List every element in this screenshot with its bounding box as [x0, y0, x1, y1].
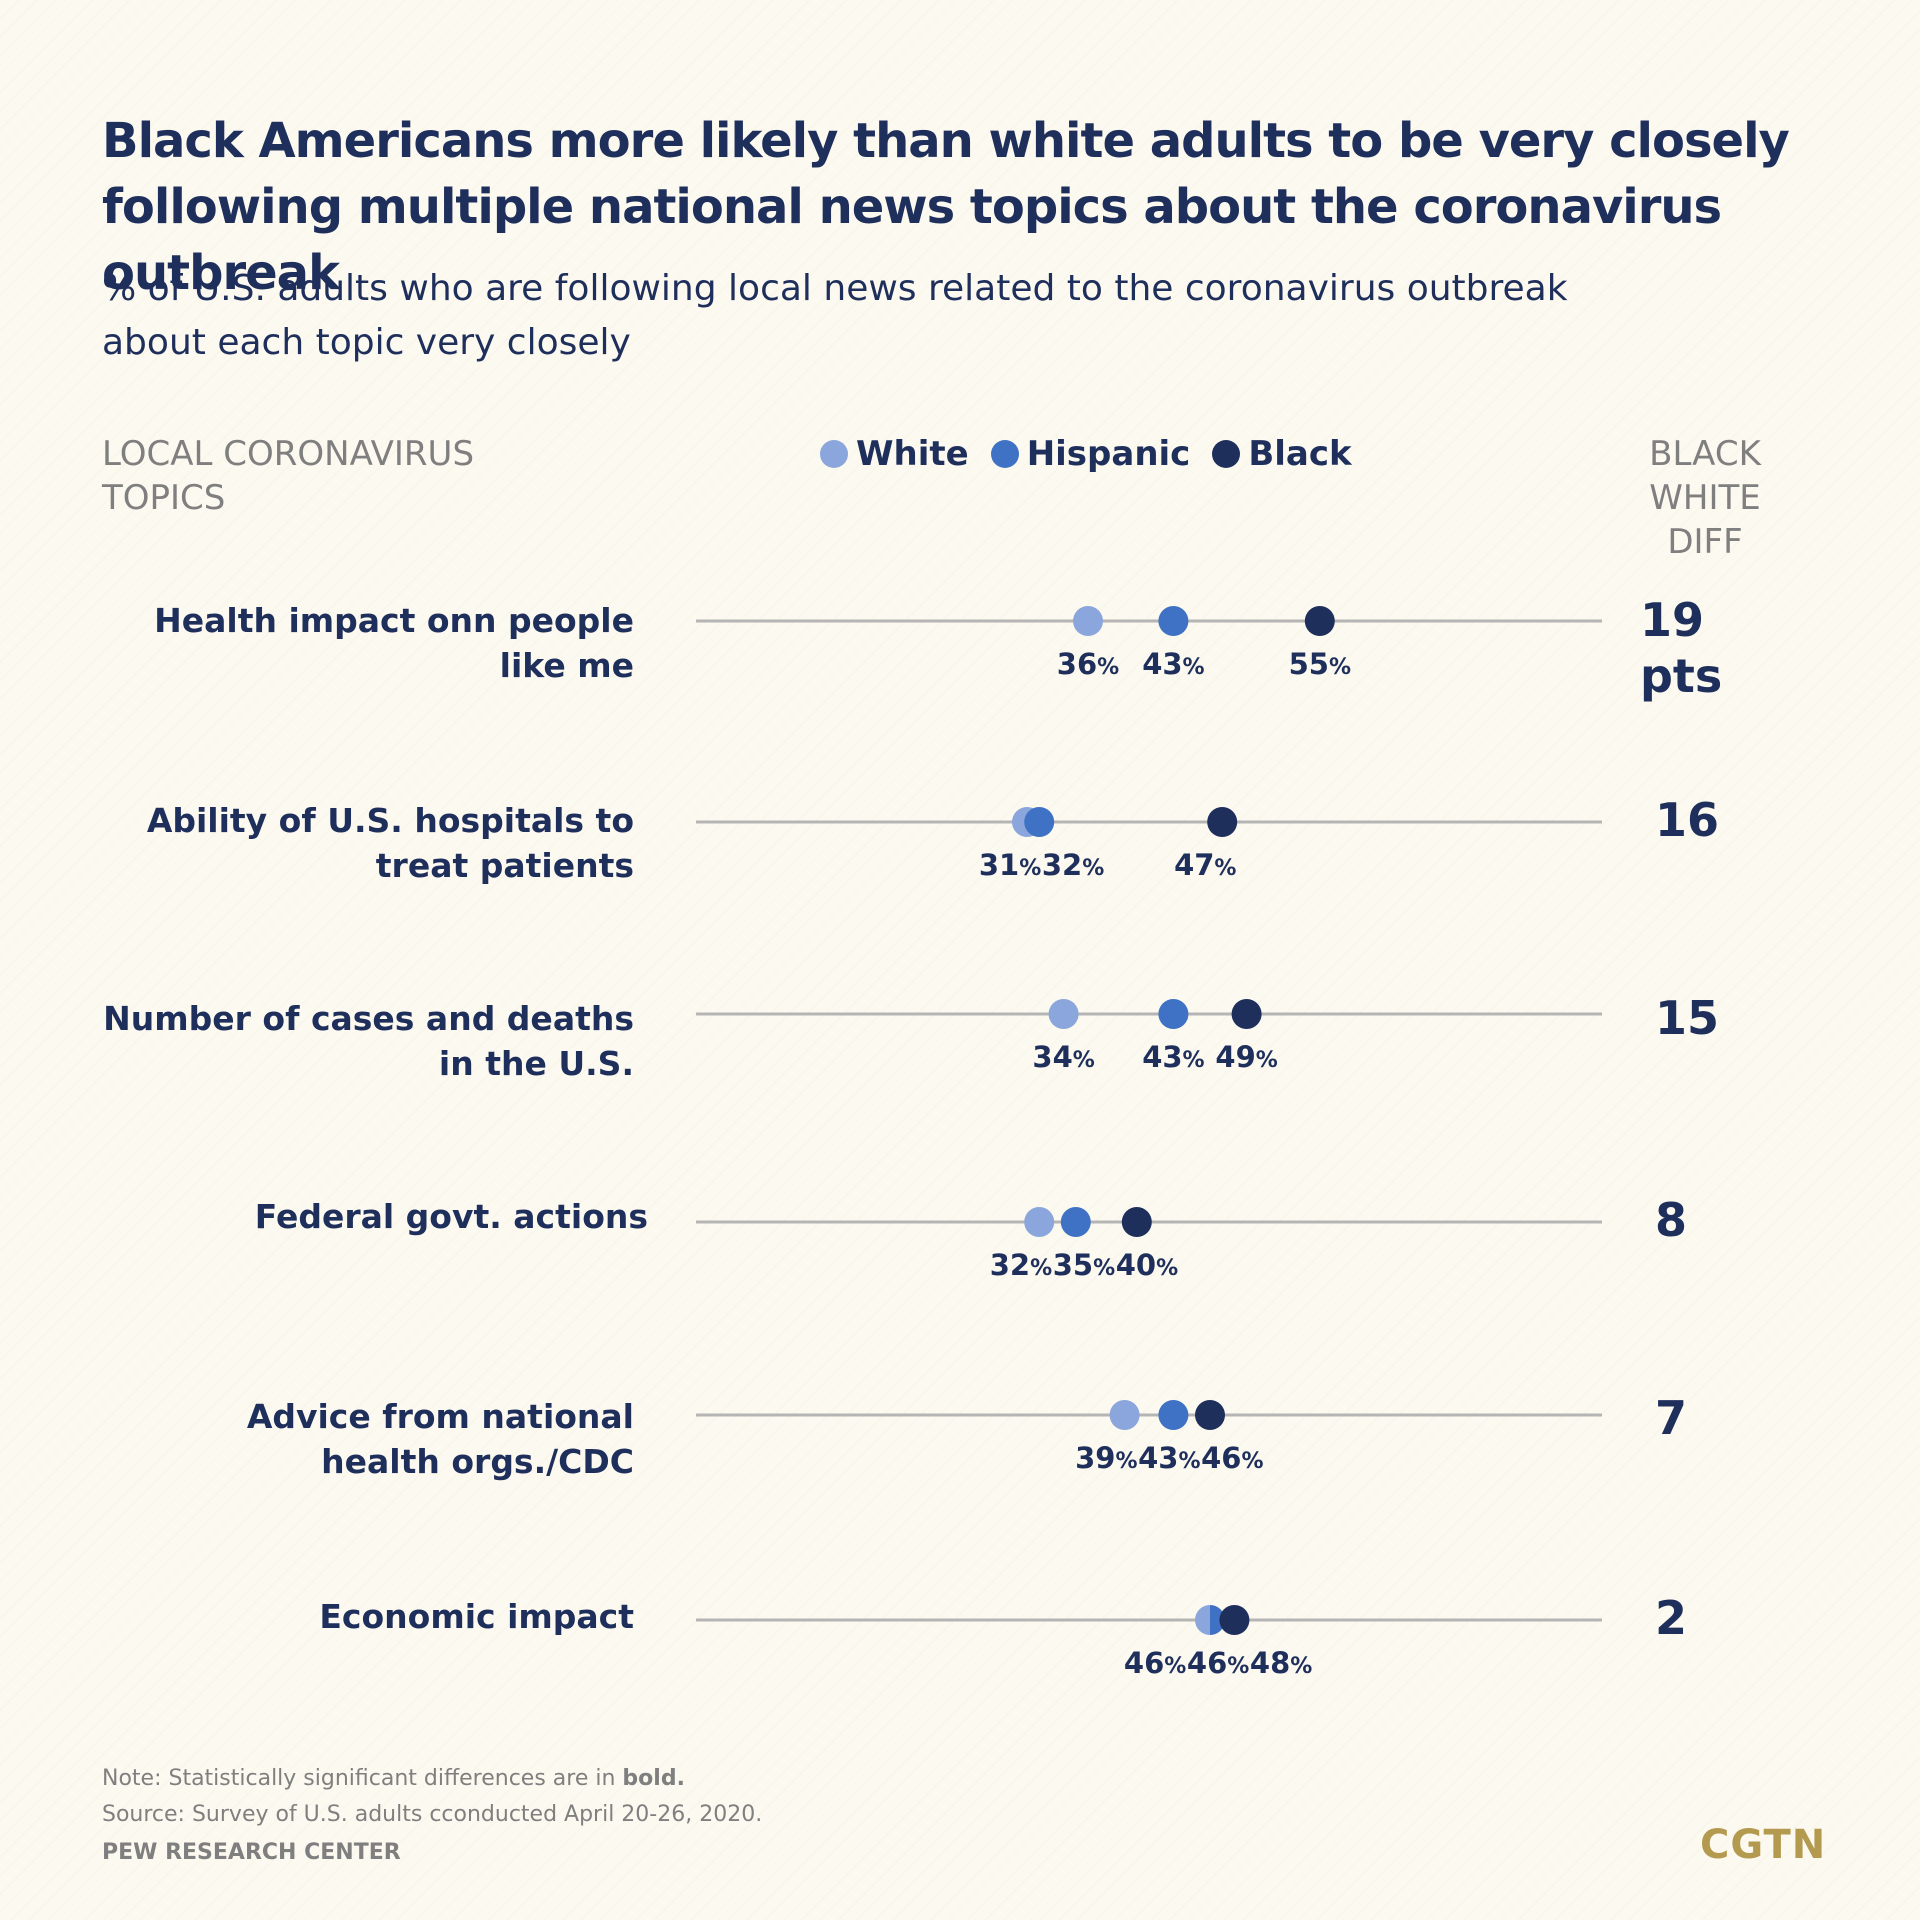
footer-org: PEW RESEARCH CENTER — [102, 1840, 401, 1865]
legend-item-hispanic: Hispanic — [990, 434, 1191, 474]
dot-hispanic — [1210, 1605, 1225, 1635]
dot-hispanic — [1060, 1207, 1091, 1237]
dot-hispanic — [1158, 606, 1189, 636]
dot-black — [1207, 807, 1238, 837]
diff-value: 7 — [1655, 1391, 1688, 1445]
legend-label-hispanic: Hispanic — [1026, 434, 1191, 474]
value-label-black: 47% — [1174, 848, 1236, 882]
value-label-hispanic: 43% — [1142, 1040, 1204, 1074]
diff-value: 8 — [1655, 1193, 1688, 1247]
legend-swatch-black — [1212, 440, 1241, 468]
right-column-header: BLACK WHITE DIFF — [1649, 434, 1761, 562]
value-label-white: 34% — [1032, 1040, 1094, 1074]
dot-white — [1048, 999, 1079, 1029]
row-label-health-impact: Health impact onn people like me — [102, 598, 634, 688]
legend: White Hispanic Black — [820, 432, 1352, 476]
legend-swatch-hispanic — [990, 440, 1019, 468]
legend-label-white: White — [856, 434, 969, 474]
dot-hispanic — [1158, 1400, 1189, 1430]
row-label-line: like me — [499, 646, 634, 685]
value-label-black: 48% — [1250, 1646, 1312, 1680]
chart-title: Black Americans more likely than white a… — [102, 113, 1790, 301]
dot-white — [1024, 1207, 1055, 1237]
legend-item-white: White — [820, 434, 969, 474]
dot-black — [1219, 1605, 1250, 1635]
left-column-header: LOCAL CORONAVIRUS TOPICS — [102, 434, 475, 518]
value-label-hispanic: 35% — [1053, 1248, 1115, 1282]
dot-hispanic — [1158, 999, 1189, 1029]
row-label-line: health orgs./CDC — [321, 1442, 634, 1481]
value-label-black: 55% — [1289, 647, 1351, 681]
value-label-white: 31% — [979, 848, 1041, 882]
diff-value: 19 pts — [1640, 593, 1723, 703]
diff-value: 16 — [1655, 793, 1720, 847]
value-label-hispanic: 46% — [1187, 1646, 1249, 1680]
dot-black — [1121, 1207, 1152, 1237]
dot-white — [1109, 1400, 1140, 1430]
value-label-black: 49% — [1215, 1040, 1277, 1074]
row-label-cases-deaths: Number of cases and deaths in the U.S. — [102, 996, 634, 1086]
value-label-white: 46% — [1124, 1646, 1186, 1680]
value-label-white: 39% — [1075, 1441, 1137, 1475]
row-label-line: Number of cases and deaths — [103, 999, 634, 1038]
note-bold-text: bold. — [622, 1766, 685, 1791]
dot-black — [1195, 1400, 1225, 1430]
note-text: Note: Statistically significant differen… — [102, 1766, 623, 1791]
value-label-black: 40% — [1116, 1248, 1178, 1282]
row-label-line: Ability of U.S. hospitals to — [146, 801, 634, 840]
row-label-line: Federal govt. actions — [254, 1197, 648, 1236]
row-label-line: Advice from national — [246, 1397, 634, 1436]
diff-value: 2 — [1655, 1591, 1688, 1645]
dot-white — [1195, 1605, 1210, 1635]
row-label-economic-impact: Economic impact — [102, 1594, 634, 1639]
value-label-black: 46% — [1201, 1441, 1263, 1475]
legend-item-black: Black — [1212, 434, 1352, 474]
value-label-white: 36% — [1057, 647, 1119, 681]
row-label-line: Economic impact — [319, 1597, 634, 1636]
diff-value: 15 — [1655, 991, 1720, 1045]
row-label-line: in the U.S. — [438, 1044, 634, 1083]
footer-note: Note: Statistically significant differen… — [102, 1766, 685, 1791]
row-label-hospitals: Ability of U.S. hospitals to treat patie… — [102, 798, 634, 888]
legend-swatch-white — [820, 440, 848, 468]
row-label-line: treat patients — [375, 846, 634, 885]
chart-subtitle: % of U.S. adults who are following local… — [102, 268, 1568, 363]
cgtn-logo: CGTN — [1700, 1822, 1827, 1868]
dot-black — [1231, 999, 1262, 1029]
value-label-hispanic: 43% — [1138, 1441, 1200, 1475]
dot-black — [1304, 606, 1335, 636]
row-label-federal-govt: Federal govt. actions — [102, 1194, 648, 1239]
dot-white — [1073, 606, 1103, 636]
value-label-hispanic: 32% — [1042, 848, 1104, 882]
row-label-line: Health impact onn people — [154, 601, 634, 640]
value-label-white: 32% — [990, 1248, 1052, 1282]
value-label-hispanic: 43% — [1142, 647, 1204, 681]
footer-source: Source: Survey of U.S. adults cconducted… — [102, 1802, 763, 1827]
row-label-cdc-advice: Advice from national health orgs./CDC — [102, 1394, 634, 1484]
legend-label-black: Black — [1248, 434, 1352, 474]
dot-hispanic — [1024, 807, 1055, 837]
